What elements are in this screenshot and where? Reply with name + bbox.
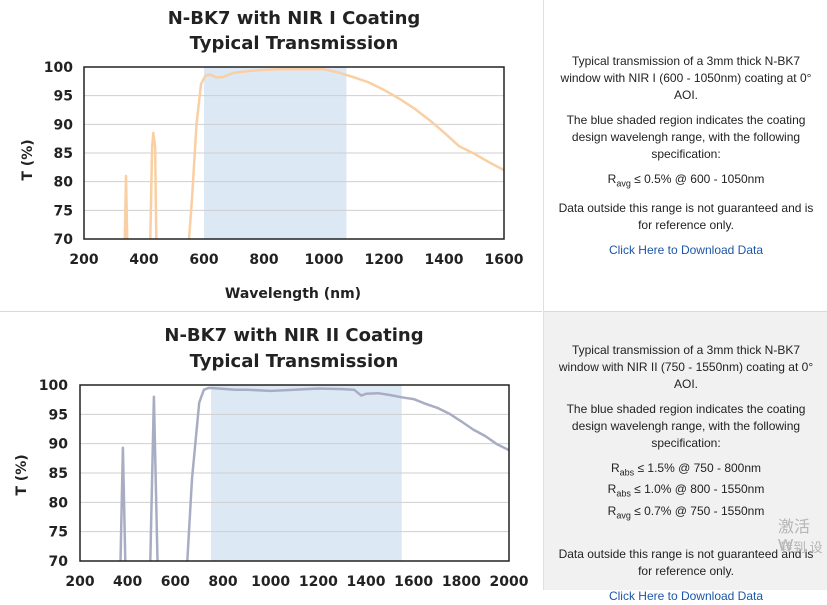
description-intro: Typical transmission of a 3mm thick N-BK… [558, 343, 814, 391]
y-tick-label: 80 [49, 495, 69, 511]
x-tick-label: 200 [69, 252, 98, 268]
download-data-link[interactable]: Click Here to Download Data [608, 589, 764, 604]
spec-line: Ravg ≤ 0.5% @ 600 - 1050nm [607, 172, 765, 189]
chart-title: N-BK7 with NIR I Coating [168, 8, 421, 29]
spec-line: Rabs ≤ 1.0% @ 800 - 1550nm [558, 481, 814, 502]
x-tick-label: 1200 [299, 574, 338, 590]
chart-title: N-BK7 with NIR II Coating [164, 325, 423, 346]
spec-symbol: R [607, 482, 617, 497]
x-tick-label: 1400 [425, 252, 464, 268]
spec-subscript: avg [616, 178, 631, 189]
plot-frame [79, 384, 510, 562]
y-tick-label: 75 [49, 525, 68, 541]
y-axis-label: T (%) [20, 139, 36, 180]
spec-symbol: R [607, 503, 617, 518]
spec-line: Ravg ≤ 0.7% @ 750 - 1550nm [558, 503, 814, 524]
spec-subscript: avg [616, 510, 631, 521]
x-tick-label: 400 [129, 252, 158, 268]
x-tick-label: 600 [161, 574, 190, 590]
spec-text: ≤ 0.7% @ 750 - 1550nm [630, 503, 765, 518]
x-tick-label: 1400 [347, 574, 386, 590]
x-tick-label: 1600 [485, 252, 524, 268]
transmission-series-line [187, 68, 504, 239]
spec-line: Rabs ≤ 1.5% @ 750 - 800nm [558, 460, 814, 481]
x-tick-label: 2000 [490, 574, 529, 590]
transmission-series-line [149, 131, 158, 239]
spec-subscript: abs [616, 488, 631, 499]
activation-watermark-line1: 激活 W [778, 519, 811, 554]
description-shade-note: The blue shaded region indicates the coa… [566, 113, 806, 161]
x-tick-label: 600 [189, 252, 218, 268]
description-outside-note: Data outside this range is not guarantee… [558, 201, 814, 233]
transmission-series-line [149, 395, 159, 561]
chart-panel-nir1: N-BK7 with NIR I Coating Typical Transmi… [0, 0, 542, 312]
plot-frame [83, 66, 505, 240]
spec-text: ≤ 0.5% @ 600 - 1050nm [630, 172, 765, 186]
transmission-series-line [123, 174, 129, 239]
x-axis-label: Wavelength (nm) [225, 286, 361, 302]
y-tick-label: 90 [54, 117, 74, 133]
y-tick-label: 95 [49, 407, 68, 423]
spec-subscript: abs [619, 467, 635, 478]
y-tick-label: 100 [44, 60, 73, 76]
y-tick-label: 70 [54, 232, 74, 248]
x-tick-label: 800 [208, 574, 237, 590]
transmission-chart-nir2: N-BK7 with NIR II Coating Typical Transm… [14, 325, 529, 590]
description-panel-nir2: Typical transmission of a 3mm thick N-BK… [543, 312, 827, 603]
spec-text: ≤ 1.0% @ 800 - 1550nm [630, 482, 765, 497]
y-tick-label: 90 [49, 437, 69, 453]
x-tick-label: 400 [113, 574, 142, 590]
transmission-series-line [119, 446, 127, 561]
description-intro: Typical transmission of a 3mm thick N-BK… [560, 54, 812, 102]
y-tick-label: 70 [49, 554, 69, 570]
spec-symbol: R [607, 172, 617, 186]
spec-list: Ravg ≤ 0.5% @ 600 - 1050nm [558, 171, 814, 192]
x-tick-label: 1800 [442, 574, 481, 590]
x-tick-label: 1000 [305, 252, 344, 268]
spec-text: ≤ 1.5% @ 750 - 800nm [634, 461, 762, 475]
description-outside-note: Data outside this range is not guarantee… [558, 547, 814, 579]
y-tick-label: 85 [54, 146, 73, 162]
description-shade-note: The blue shaded region indicates the coa… [566, 402, 806, 450]
x-tick-label: 1200 [365, 252, 404, 268]
x-tick-label: 200 [65, 574, 94, 590]
chart-subtitle: Typical Transmission [190, 33, 399, 54]
transmission-chart-nir1: N-BK7 with NIR I Coating Typical Transmi… [20, 8, 524, 302]
activation-watermark-line2: 转到 设 [780, 540, 823, 555]
description-panel-nir1: Typical transmission of a 3mm thick N-BK… [543, 0, 827, 312]
x-tick-label: 1600 [394, 574, 433, 590]
spec-symbol: R [610, 461, 620, 475]
y-tick-label: 80 [54, 175, 74, 191]
x-tick-label: 800 [249, 252, 278, 268]
y-tick-label: 100 [39, 378, 68, 394]
chart-panel-nir2: N-BK7 with NIR II Coating Typical Transm… [0, 312, 542, 590]
y-tick-label: 85 [49, 466, 68, 482]
y-tick-label: 75 [54, 203, 73, 219]
chart-subtitle: Typical Transmission [190, 351, 399, 372]
transmission-series-line [186, 386, 509, 561]
spec-list: Rabs ≤ 1.5% @ 750 - 800nm Rabs ≤ 1.0% @ … [558, 460, 814, 524]
y-axis-label: T (%) [14, 454, 30, 495]
x-tick-label: 1000 [251, 574, 290, 590]
y-tick-label: 95 [54, 89, 73, 105]
download-data-link[interactable]: Click Here to Download Data [608, 243, 764, 258]
